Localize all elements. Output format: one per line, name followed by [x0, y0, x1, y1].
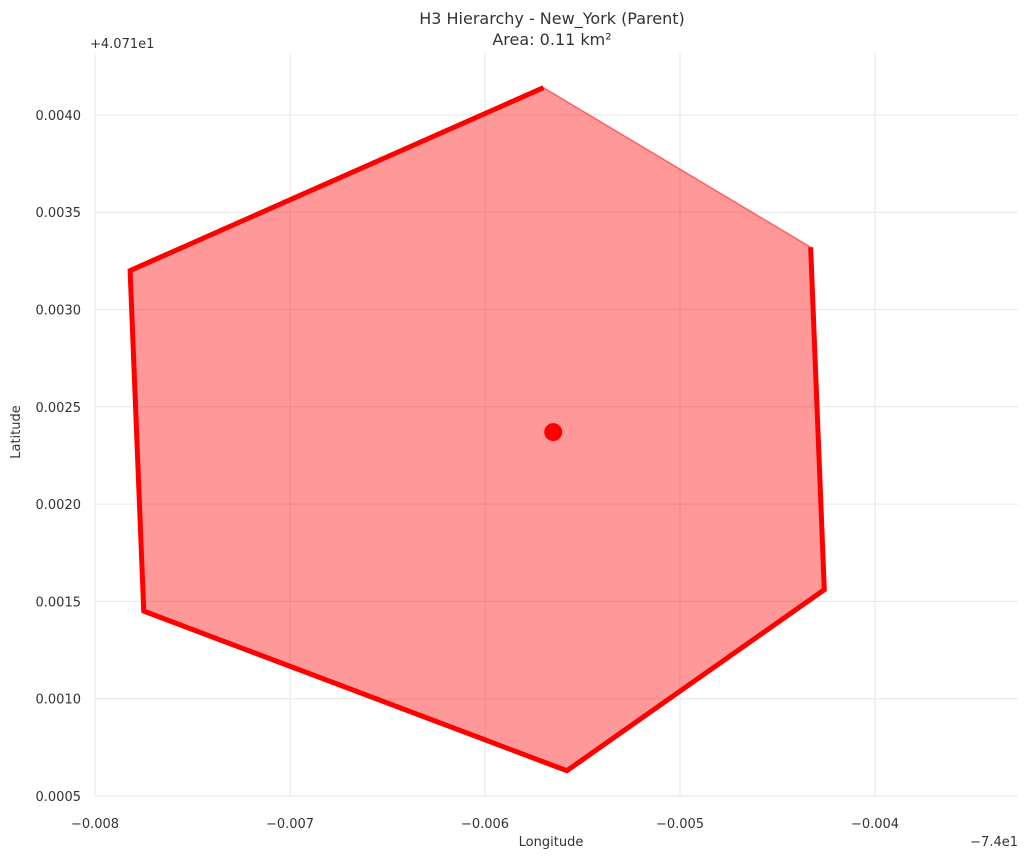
x-tick-label: −0.008 [71, 817, 119, 832]
y-tick-label: 0.0015 [36, 595, 82, 610]
center-point [544, 423, 563, 442]
x-tick-labels: −0.008 −0.007 −0.006 −0.005 −0.004 [71, 817, 899, 832]
hexagon-fill [129, 86, 826, 772]
x-offset-label: −7.4e1 [970, 835, 1018, 850]
x-axis-label: Longitude [519, 835, 584, 850]
y-tick-label: 0.0020 [36, 498, 82, 513]
y-tick-label: 0.0035 [36, 206, 82, 221]
x-tick-label: −0.004 [851, 817, 899, 832]
y-tick-label: 0.0025 [36, 401, 82, 416]
y-tick-label: 0.0040 [36, 109, 82, 124]
y-tick-label: 0.0005 [36, 790, 82, 805]
x-tick-label: −0.006 [461, 817, 509, 832]
y-tick-label: 0.0010 [36, 693, 82, 708]
chart-title: H3 Hierarchy - New_York (Parent) [419, 9, 685, 29]
x-gridlines [94, 53, 876, 796]
y-gridlines [95, 114, 1018, 797]
hexagon-outline [127, 85, 827, 774]
chart-subtitle: Area: 0.11 km² [492, 30, 611, 49]
y-tick-labels: 0.0005 0.0010 0.0015 0.0020 0.0025 0.0030 0.00… [36, 109, 82, 805]
x-tick-label: −0.005 [656, 817, 704, 832]
x-tick-label: −0.007 [266, 817, 314, 832]
y-offset-label: +4.071e1 [90, 37, 154, 52]
y-tick-label: 0.0030 [36, 304, 82, 319]
y-axis-label: Latitude [9, 405, 24, 459]
